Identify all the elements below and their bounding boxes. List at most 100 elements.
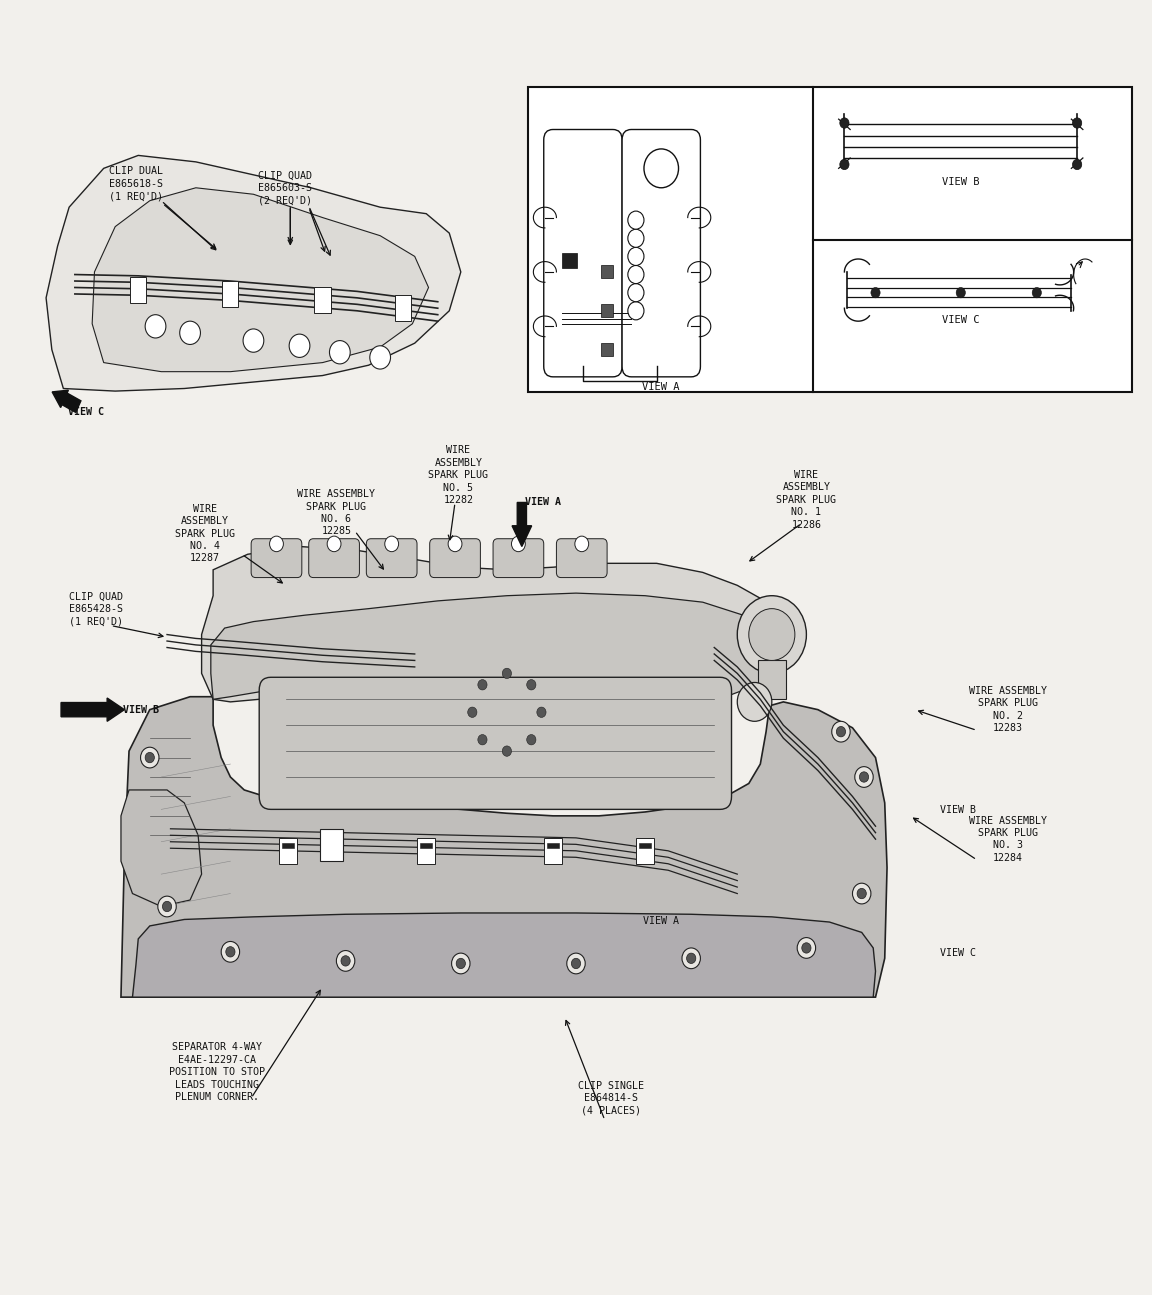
Circle shape: [859, 772, 869, 782]
Circle shape: [502, 746, 511, 756]
Circle shape: [478, 680, 487, 690]
Circle shape: [682, 948, 700, 969]
Bar: [544, 838, 562, 864]
Circle shape: [329, 341, 350, 364]
Circle shape: [567, 953, 585, 974]
Circle shape: [448, 536, 462, 552]
Circle shape: [687, 953, 696, 963]
Text: CLIP SINGLE
E864814-S
(4 PLACES): CLIP SINGLE E864814-S (4 PLACES): [577, 1081, 644, 1115]
Text: WIRE ASSEMBLY
SPARK PLUG
NO. 3
12284: WIRE ASSEMBLY SPARK PLUG NO. 3 12284: [969, 816, 1047, 862]
Text: CLIP QUAD
E865428-S
(1 REQ'D): CLIP QUAD E865428-S (1 REQ'D): [69, 592, 122, 625]
Circle shape: [221, 941, 240, 962]
Circle shape: [737, 682, 772, 721]
Circle shape: [628, 247, 644, 265]
Bar: [547, 843, 559, 848]
FancyBboxPatch shape: [251, 539, 302, 578]
Bar: [601, 304, 613, 317]
Circle shape: [628, 211, 644, 229]
Circle shape: [243, 329, 264, 352]
FancyBboxPatch shape: [556, 539, 607, 578]
Circle shape: [737, 596, 806, 673]
Bar: [222, 281, 238, 307]
Bar: [528, 87, 1132, 392]
Text: VIEW C: VIEW C: [68, 407, 105, 417]
Text: WIRE
ASSEMBLY
SPARK PLUG
NO. 5
12282: WIRE ASSEMBLY SPARK PLUG NO. 5 12282: [429, 445, 488, 505]
Circle shape: [468, 707, 477, 717]
Circle shape: [1073, 159, 1082, 170]
Circle shape: [840, 159, 849, 170]
Bar: [130, 277, 146, 303]
Circle shape: [537, 707, 546, 717]
Circle shape: [749, 609, 795, 660]
Circle shape: [289, 334, 310, 357]
Circle shape: [871, 287, 880, 298]
Circle shape: [1032, 287, 1041, 298]
Bar: [758, 660, 786, 699]
Text: VIEW A: VIEW A: [643, 382, 680, 392]
Circle shape: [852, 883, 871, 904]
Circle shape: [180, 321, 200, 344]
Circle shape: [836, 726, 846, 737]
Polygon shape: [121, 790, 202, 906]
FancyBboxPatch shape: [309, 539, 359, 578]
Circle shape: [502, 668, 511, 679]
Circle shape: [158, 896, 176, 917]
Circle shape: [956, 287, 965, 298]
FancyArrow shape: [52, 390, 81, 412]
Circle shape: [456, 958, 465, 969]
FancyArrow shape: [61, 698, 124, 721]
Circle shape: [628, 265, 644, 284]
Circle shape: [628, 284, 644, 302]
Polygon shape: [46, 155, 461, 391]
Text: CLIP QUAD
E865603-S
(2 REQ'D): CLIP QUAD E865603-S (2 REQ'D): [258, 171, 311, 205]
Circle shape: [341, 956, 350, 966]
Circle shape: [855, 767, 873, 787]
Text: WIRE
ASSEMBLY
SPARK PLUG
NO. 4
12287: WIRE ASSEMBLY SPARK PLUG NO. 4 12287: [175, 504, 235, 563]
Circle shape: [1073, 118, 1082, 128]
Circle shape: [628, 229, 644, 247]
Bar: [601, 265, 613, 278]
Circle shape: [385, 536, 399, 552]
Circle shape: [526, 734, 536, 745]
Circle shape: [802, 943, 811, 953]
Text: VIEW A: VIEW A: [643, 916, 680, 926]
Circle shape: [575, 536, 589, 552]
Text: CLIP DUAL
E865618-S
(1 REQ'D): CLIP DUAL E865618-S (1 REQ'D): [109, 167, 162, 201]
Text: VIEW B: VIEW B: [942, 177, 979, 188]
Circle shape: [840, 118, 849, 128]
Circle shape: [832, 721, 850, 742]
Circle shape: [162, 901, 172, 912]
Circle shape: [628, 302, 644, 320]
Circle shape: [857, 888, 866, 899]
Bar: [562, 253, 577, 268]
Text: VIEW C: VIEW C: [942, 315, 979, 325]
Circle shape: [327, 536, 341, 552]
Text: WIRE
ASSEMBLY
SPARK PLUG
NO. 1
12286: WIRE ASSEMBLY SPARK PLUG NO. 1 12286: [776, 470, 836, 530]
Circle shape: [511, 536, 525, 552]
Circle shape: [526, 680, 536, 690]
Bar: [417, 838, 435, 864]
Bar: [282, 843, 294, 848]
Circle shape: [797, 938, 816, 958]
Circle shape: [571, 958, 581, 969]
Circle shape: [452, 953, 470, 974]
Circle shape: [478, 734, 487, 745]
Bar: [636, 838, 654, 864]
Text: VIEW C: VIEW C: [940, 948, 977, 958]
Text: WIRE ASSEMBLY
SPARK PLUG
NO. 6
12285: WIRE ASSEMBLY SPARK PLUG NO. 6 12285: [297, 490, 376, 536]
FancyBboxPatch shape: [544, 130, 622, 377]
Polygon shape: [92, 188, 429, 372]
Bar: [279, 838, 297, 864]
Circle shape: [145, 752, 154, 763]
Bar: [320, 829, 343, 861]
Text: VIEW A: VIEW A: [525, 497, 561, 508]
Bar: [639, 843, 651, 848]
Text: VIEW B: VIEW B: [940, 805, 977, 816]
FancyBboxPatch shape: [493, 539, 544, 578]
Circle shape: [145, 315, 166, 338]
Bar: [395, 295, 411, 321]
Circle shape: [270, 536, 283, 552]
Text: VIEW B: VIEW B: [123, 704, 159, 715]
Circle shape: [226, 947, 235, 957]
Text: SEPARATOR 4-WAY
E4AE-12297-CA
POSITION TO STOP
LEADS TOUCHING
PLENUM CORNER.: SEPARATOR 4-WAY E4AE-12297-CA POSITION T…: [168, 1042, 265, 1102]
